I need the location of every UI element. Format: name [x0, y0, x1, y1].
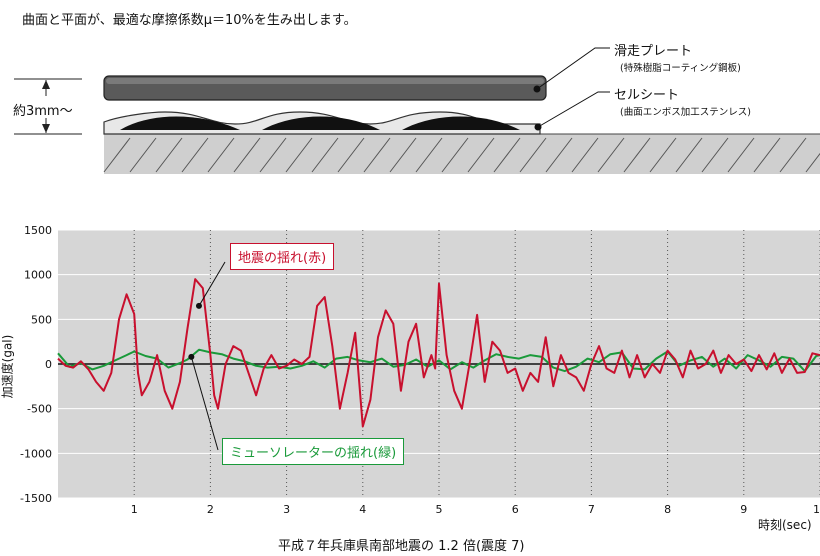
earthquake-series-line — [57, 278, 820, 428]
x-tick-label: 9 — [740, 503, 747, 516]
x-tick-label: 8 — [664, 503, 671, 516]
hatch-line — [649, 137, 677, 173]
hatch-line — [467, 137, 495, 173]
x-tick-label: 5 — [436, 503, 443, 516]
hatch-line — [311, 137, 339, 173]
x-tick-label: 10 — [813, 503, 820, 516]
hatch-line — [285, 137, 313, 173]
hatch-line — [519, 137, 547, 173]
hatch-line — [181, 137, 209, 173]
grid — [58, 229, 820, 499]
y-tick-label: 1500 — [24, 224, 52, 237]
cross-section-diagram — [14, 47, 820, 174]
hatch-line — [493, 137, 521, 173]
hatch-line — [701, 137, 729, 173]
x-tick-label: 6 — [512, 503, 519, 516]
thickness-indicator — [14, 78, 82, 135]
hatch-line — [779, 137, 807, 173]
y-tick-label: 1000 — [24, 269, 52, 282]
ground-hatch — [103, 137, 820, 173]
annotations — [188, 261, 226, 451]
series — [57, 278, 820, 428]
cell-leader — [534, 91, 610, 131]
hatch-line — [363, 137, 391, 173]
hatch-line — [337, 137, 365, 173]
y-tick-label: 0 — [45, 358, 52, 371]
thickness-label: 約3mm〜 — [13, 104, 73, 119]
hatch-line — [259, 137, 287, 173]
x-tick-label: 3 — [283, 503, 290, 516]
hatch-line — [103, 137, 131, 173]
x-tick-label: 4 — [359, 503, 366, 516]
hatch-line — [415, 137, 443, 173]
y-tick-label: -1500 — [20, 492, 52, 505]
hatch-line — [441, 137, 469, 173]
headline: 曲面と平面が、最適な摩擦係数μ＝10%を生み出します。 — [22, 13, 357, 28]
hatch-line — [805, 152, 820, 173]
mule-leader — [190, 356, 219, 451]
slide-plate — [103, 75, 547, 101]
y-tick-label: -1000 — [20, 447, 52, 460]
hatch-line — [545, 137, 573, 173]
y-tick-label: 500 — [31, 313, 52, 326]
hatch-line — [597, 137, 625, 173]
earthquake-leader — [198, 261, 226, 307]
plate-sublabel: (特殊樹脂コーティング鋼板) — [620, 63, 741, 74]
hatch-line — [233, 137, 261, 173]
chart-caption: 平成７年兵庫県南部地震の 1.2 倍(震度 7) — [278, 539, 525, 554]
hatch-line — [623, 137, 651, 173]
mule-annotation: ミューソレーターの揺れ(緑) — [222, 438, 405, 465]
cell-label: セルシート — [614, 88, 680, 103]
plate-leader — [533, 47, 610, 93]
hatch-line — [389, 137, 417, 173]
hatch-line — [675, 137, 703, 173]
y-axis-label: 加速度(gal) — [0, 334, 15, 399]
hatch-line — [571, 137, 599, 173]
plate-label: 滑走プレート — [614, 44, 693, 59]
y-tick-label: -500 — [27, 403, 52, 416]
hatch-line — [129, 137, 157, 173]
hatch-line — [155, 137, 183, 173]
x-tick-label: 1 — [131, 503, 138, 516]
hatch-line — [753, 137, 781, 173]
hatch-line — [727, 137, 755, 173]
ticks: 1500 1000 500 0 -500 -1000 -1500 1 2 3 4 5 6 7 8 9 10 — [20, 224, 820, 516]
x-tick-label: 7 — [588, 503, 595, 516]
cell-sheet — [103, 111, 541, 135]
x-tick-label: 2 — [207, 503, 214, 516]
x-axis-label: 時刻(sec) — [758, 518, 812, 532]
hatch-line — [207, 137, 235, 173]
cell-sublabel: (曲面エンボス加工ステンレス) — [620, 107, 751, 118]
earthquake-annotation: 地震の揺れ(赤) — [230, 243, 335, 270]
